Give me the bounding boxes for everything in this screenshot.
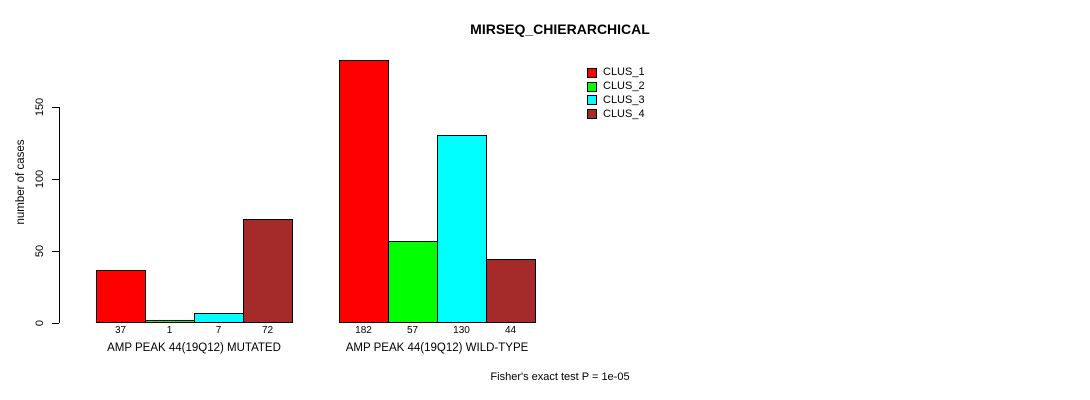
x-category-label: AMP PEAK 44(19Q12) WILD-TYPE (345, 342, 529, 354)
legend-swatch-clus_1 (587, 67, 597, 78)
y-axis-tick-label: 100 (34, 169, 46, 189)
legend-swatch-clus_2 (587, 81, 597, 92)
bar-clus_1-group2 (339, 60, 389, 323)
y-axis-tick-label: 50 (34, 244, 46, 258)
bar-clus_3-group1 (194, 313, 244, 323)
bar-value-label: 130 (453, 325, 470, 336)
legend-swatch-clus_4 (587, 109, 597, 120)
legend-label: CLUS_2 (603, 80, 645, 93)
y-axis-tick (52, 179, 59, 180)
y-axis-tick (52, 107, 59, 108)
bar-value-label: 44 (504, 325, 517, 336)
bar-value-label: 37 (114, 325, 127, 336)
legend-swatch-clus_3 (587, 95, 597, 106)
bar-clus_4-group2 (486, 259, 536, 323)
bar-clus_4-group1 (243, 219, 293, 323)
legend-row: CLUS_4 (587, 107, 645, 121)
fisher-test-annotation: Fisher's exact test P = 1e-05 (490, 371, 630, 383)
bar-clus_2-group2 (388, 241, 438, 323)
y-axis-line (59, 107, 60, 323)
legend-row: CLUS_2 (587, 80, 645, 94)
bar-value-label: 1 (166, 325, 173, 336)
x-category-label: AMP PEAK 44(19Q12) MUTATED (107, 342, 281, 354)
legend-label: CLUS_4 (603, 107, 645, 120)
legend: CLUS_1 CLUS_2 CLUS_3 CLUS_4 (587, 66, 645, 121)
bar-value-label: 72 (261, 325, 274, 336)
bar-value-label: 7 (215, 325, 222, 336)
legend-label: CLUS_3 (603, 93, 645, 106)
bar-clus_3-group2 (437, 135, 487, 323)
bar-value-label: 57 (406, 325, 419, 336)
y-axis-tick (52, 323, 59, 324)
legend-label: CLUS_1 (603, 66, 645, 79)
legend-row: CLUS_3 (587, 94, 645, 108)
y-axis-tick-label: 0 (34, 319, 46, 327)
bar-clus_2-group1 (145, 320, 195, 323)
y-axis-tick-label: 150 (34, 97, 46, 117)
bar-clus_1-group1 (96, 270, 146, 323)
bar-value-label: 182 (355, 325, 372, 336)
chart-title: MIRSEQ_CHIERARCHICAL (470, 21, 650, 37)
y-axis-label: number of cases (15, 139, 27, 225)
y-axis-tick (52, 251, 59, 252)
legend-row: CLUS_1 (587, 66, 645, 80)
